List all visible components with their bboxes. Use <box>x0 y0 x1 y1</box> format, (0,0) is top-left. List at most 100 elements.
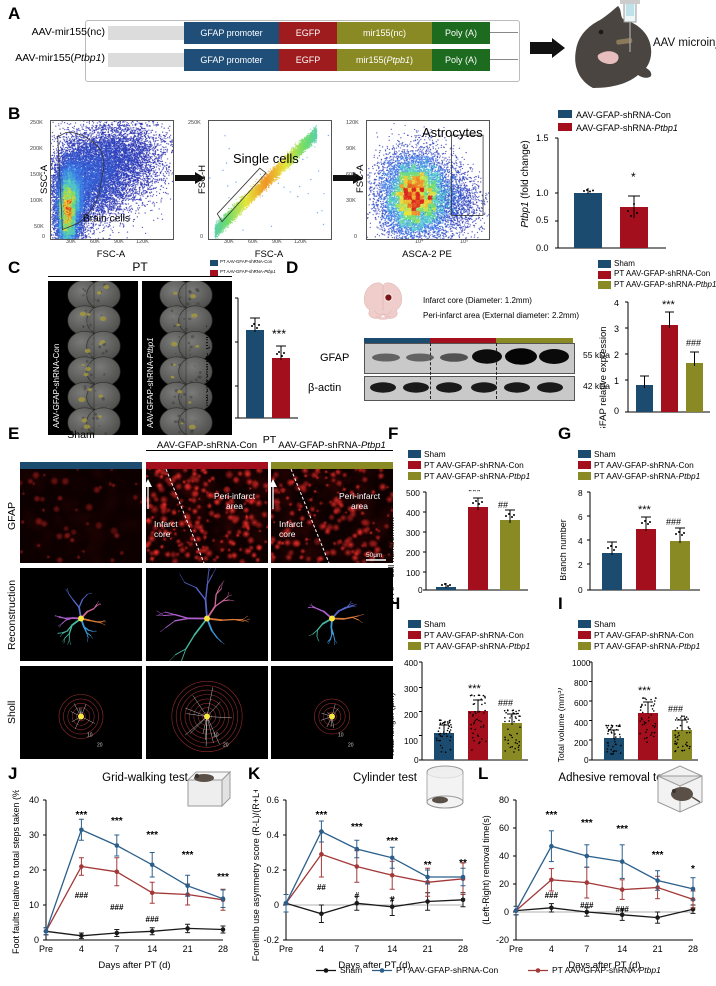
svg-text:300: 300 <box>406 528 420 538</box>
svg-text:###: ### <box>668 704 683 714</box>
svg-text:***: *** <box>468 683 482 695</box>
svg-text:7: 7 <box>354 944 359 954</box>
svg-text:400: 400 <box>404 660 418 668</box>
svg-text:*: * <box>631 170 636 184</box>
svg-text:***: *** <box>662 300 676 311</box>
svg-text:28: 28 <box>688 944 698 954</box>
svg-text:***: *** <box>468 490 482 498</box>
svg-text:AAV-GFAP-shRNA-Con: AAV-GFAP-shRNA-Con <box>576 110 671 120</box>
svg-text:***: *** <box>638 504 652 516</box>
svg-text:Pre: Pre <box>279 944 293 954</box>
svg-text:###: ### <box>146 915 160 924</box>
svg-text:60: 60 <box>499 823 509 833</box>
svg-text:28: 28 <box>218 944 228 954</box>
svg-text:-20: -20 <box>496 935 509 945</box>
svg-text:GFAP+ cell number/mm2: GFAP+ cell number/mm2 <box>388 513 396 602</box>
svg-text:100: 100 <box>404 736 418 746</box>
svg-text:400: 400 <box>406 508 420 518</box>
svg-text:80: 80 <box>499 795 509 805</box>
svg-text:##: ## <box>498 500 508 510</box>
svg-text:40: 40 <box>29 795 39 805</box>
svg-text:***: *** <box>111 816 123 827</box>
svg-text:10: 10 <box>338 733 344 739</box>
svg-text:4: 4 <box>549 944 554 954</box>
svg-text:20: 20 <box>97 743 103 749</box>
svg-text:#: # <box>355 891 360 900</box>
svg-text:10: 10 <box>213 733 219 739</box>
svg-text:6: 6 <box>578 512 583 522</box>
svg-text:2: 2 <box>614 350 619 360</box>
svg-text:200: 200 <box>406 548 420 558</box>
svg-text:Infarct volume (mm3): Infarct volume (mm3) <box>206 324 211 412</box>
svg-text:0.5: 0.5 <box>536 215 549 225</box>
svg-text:0: 0 <box>584 755 589 765</box>
svg-text:10: 10 <box>216 382 226 392</box>
svg-text:50μm: 50μm <box>366 552 382 559</box>
svg-text:###: ### <box>616 905 630 914</box>
svg-text:***: *** <box>272 327 286 341</box>
svg-text:7: 7 <box>114 944 119 954</box>
svg-text:Pre: Pre <box>39 944 53 954</box>
svg-text:Brain cells: Brain cells <box>83 214 130 225</box>
svg-text:0.6: 0.6 <box>266 795 279 805</box>
svg-text:###: ### <box>545 891 559 900</box>
svg-text:1.5: 1.5 <box>536 133 549 143</box>
svg-text:***: *** <box>386 836 398 847</box>
svg-text:30: 30 <box>29 830 39 840</box>
svg-text:Total length (μm): Total length (μm) <box>388 692 396 757</box>
svg-text:AAV microinjection: AAV microinjection <box>653 37 716 49</box>
svg-text:30: 30 <box>216 294 226 304</box>
svg-text:100: 100 <box>406 568 420 578</box>
svg-text:0.2: 0.2 <box>266 865 279 875</box>
svg-text:area: area <box>351 501 368 511</box>
svg-text:10: 10 <box>29 900 39 910</box>
svg-text:500: 500 <box>406 490 420 498</box>
svg-text:2: 2 <box>578 560 583 570</box>
svg-text:***: *** <box>217 872 229 883</box>
svg-text:4: 4 <box>614 300 619 308</box>
svg-text:###: ### <box>75 891 89 900</box>
svg-text:21: 21 <box>653 944 663 954</box>
svg-text:7: 7 <box>584 944 589 954</box>
svg-text:***: *** <box>652 850 664 861</box>
svg-text:Days after PT (d): Days after PT (d) <box>98 960 170 971</box>
svg-text:*: * <box>691 864 695 875</box>
svg-text:###: ### <box>686 338 701 348</box>
svg-text:1: 1 <box>614 376 619 386</box>
svg-text:14: 14 <box>617 944 627 954</box>
svg-text:0.0: 0.0 <box>536 243 549 253</box>
svg-text:10: 10 <box>87 733 93 739</box>
svg-text:0.4: 0.4 <box>266 830 279 840</box>
svg-text:Infarct: Infarct <box>279 519 303 529</box>
svg-text:20: 20 <box>29 865 39 875</box>
svg-text:0: 0 <box>418 585 423 595</box>
svg-text:Ptbp1 (fold change): Ptbp1 (fold change) <box>520 140 531 227</box>
svg-text:**: ** <box>424 860 432 871</box>
svg-text:**: ** <box>459 858 467 869</box>
svg-text:4: 4 <box>319 944 324 954</box>
svg-text:###: ### <box>666 517 681 527</box>
svg-text:200: 200 <box>574 738 588 748</box>
svg-text:20: 20 <box>216 338 226 348</box>
svg-text:###: ### <box>580 901 594 910</box>
svg-text:1.0: 1.0 <box>536 188 549 198</box>
svg-text:AAV-GFAP-shRNA-Ptbp1: AAV-GFAP-shRNA-Ptbp1 <box>576 123 678 133</box>
svg-text:***: *** <box>638 685 652 697</box>
svg-text:Foot faults relative to total: Foot faults relative to total steps take… <box>11 790 21 954</box>
svg-text:***: *** <box>182 850 194 861</box>
svg-text:***: *** <box>546 810 558 821</box>
svg-text:20: 20 <box>348 743 354 749</box>
svg-text:1000: 1000 <box>572 660 591 668</box>
svg-text:21: 21 <box>423 944 433 954</box>
svg-text:Peri-infarct: Peri-infarct <box>339 491 381 501</box>
svg-text:14: 14 <box>147 944 157 954</box>
svg-text:400: 400 <box>574 718 588 728</box>
svg-text:21: 21 <box>183 944 193 954</box>
svg-text:300: 300 <box>404 684 418 694</box>
svg-text:4: 4 <box>578 536 583 546</box>
svg-text:3: 3 <box>614 324 619 334</box>
svg-text:core: core <box>279 529 296 539</box>
svg-text:##: ## <box>317 883 326 892</box>
svg-text:Peri-infarct: Peri-infarct <box>214 491 256 501</box>
svg-text:0: 0 <box>614 406 619 416</box>
